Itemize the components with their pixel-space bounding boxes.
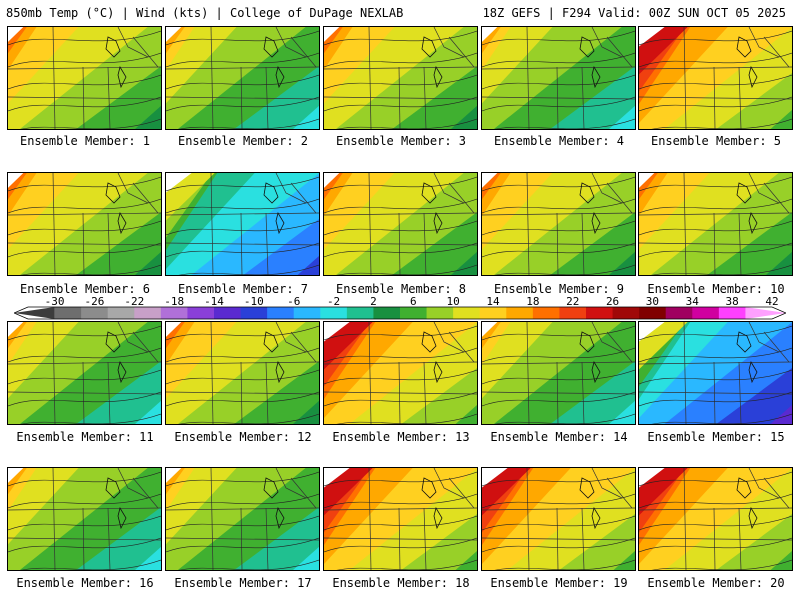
colorbar-swatch xyxy=(293,307,321,319)
ensemble-member-18-map xyxy=(323,467,478,571)
header-title: 850mb Temp (°C) | Wind (kts) | College o… xyxy=(6,6,404,20)
temperature-colorbar xyxy=(14,306,786,320)
colorbar-swatch xyxy=(267,307,295,319)
colorbar-swatch xyxy=(639,307,667,319)
ensemble-member-11-map xyxy=(7,321,162,425)
colorbar-swatch xyxy=(718,307,746,319)
colorbar-tick-label: 22 xyxy=(566,295,580,308)
ensemble-member-14-caption: Ensemble Member: 14 xyxy=(490,430,628,444)
colorbar-tick-label: 34 xyxy=(685,295,699,308)
colorbar-tick-label: 30 xyxy=(645,295,660,308)
colorbar-tick-label: -6 xyxy=(287,295,301,308)
colorbar-tick-label: -14 xyxy=(204,295,224,308)
colorbar-swatch xyxy=(692,307,720,319)
colorbar-tick-label: 10 xyxy=(446,295,460,308)
colorbar-tick-label: 18 xyxy=(526,295,540,308)
colorbar-swatch xyxy=(745,307,786,319)
ensemble-member-3-map xyxy=(323,26,478,130)
ensemble-member-12-map xyxy=(165,321,320,425)
ensemble-member-2-map xyxy=(165,26,320,130)
ensemble-member-5-map xyxy=(638,26,793,130)
colorbar-swatch xyxy=(346,307,374,319)
colorbar-swatch xyxy=(107,307,135,319)
ensemble-member-14-map xyxy=(481,321,636,425)
colorbar-swatch xyxy=(134,307,162,319)
ensemble-member-18-caption: Ensemble Member: 18 xyxy=(332,576,470,590)
ensemble-member-9-map xyxy=(481,172,636,276)
ensemble-member-9-caption: Ensemble Member: 9 xyxy=(493,282,625,296)
colorbar-swatch xyxy=(81,307,109,319)
colorbar-swatch xyxy=(54,307,82,319)
ensemble-member-15-map xyxy=(638,321,793,425)
ensemble-member-1-map xyxy=(7,26,162,130)
ensemble-member-10-caption: Ensemble Member: 10 xyxy=(647,282,785,296)
colorbar-swatch xyxy=(586,307,614,319)
colorbar-swatch xyxy=(14,307,55,319)
ensemble-member-17-caption: Ensemble Member: 17 xyxy=(174,576,312,590)
ensemble-member-7-caption: Ensemble Member: 7 xyxy=(177,282,309,296)
ensemble-member-15-caption: Ensemble Member: 15 xyxy=(647,430,785,444)
colorbar-tick-label: 14 xyxy=(486,295,500,308)
colorbar-swatch xyxy=(665,307,693,319)
ensemble-member-13-map xyxy=(323,321,478,425)
ensemble-member-6-map xyxy=(7,172,162,276)
colorbar-swatch xyxy=(240,307,268,319)
header-run-info: 18Z GEFS | F294 Valid: 00Z SUN OCT 05 20… xyxy=(482,6,786,20)
colorbar-swatch xyxy=(160,307,188,319)
colorbar-swatch xyxy=(506,307,534,319)
colorbar-swatch xyxy=(320,307,348,319)
ensemble-member-12-caption: Ensemble Member: 12 xyxy=(174,430,312,444)
ensemble-member-7-map xyxy=(165,172,320,276)
colorbar-swatch xyxy=(532,307,560,319)
ensemble-member-19-map xyxy=(481,467,636,571)
ensemble-member-1-caption: Ensemble Member: 1 xyxy=(19,134,151,148)
colorbar-tick-label: 38 xyxy=(725,295,739,308)
ensemble-member-6-caption: Ensemble Member: 6 xyxy=(19,282,151,296)
ensemble-member-16-caption: Ensemble Member: 16 xyxy=(16,576,154,590)
colorbar-swatch xyxy=(479,307,507,319)
ensemble-member-16-map xyxy=(7,467,162,571)
colorbar-swatch xyxy=(612,307,640,319)
colorbar-swatch xyxy=(373,307,401,319)
colorbar-tick-label: 6 xyxy=(409,295,417,308)
colorbar-tick-label: -26 xyxy=(84,295,105,308)
colorbar-tick-label: -30 xyxy=(44,295,65,308)
ensemble-member-5-caption: Ensemble Member: 5 xyxy=(650,134,782,148)
colorbar-swatch xyxy=(453,307,481,319)
ensemble-member-3-caption: Ensemble Member: 3 xyxy=(335,134,467,148)
ensemble-member-20-caption: Ensemble Member: 20 xyxy=(647,576,785,590)
colorbar-swatch xyxy=(400,307,428,319)
ensemble-member-2-caption: Ensemble Member: 2 xyxy=(177,134,309,148)
ensemble-member-4-caption: Ensemble Member: 4 xyxy=(493,134,625,148)
ensemble-member-19-caption: Ensemble Member: 19 xyxy=(490,576,628,590)
colorbar-swatch xyxy=(187,307,215,319)
ensemble-member-10-map xyxy=(638,172,793,276)
colorbar-tick-label: 2 xyxy=(370,295,377,308)
colorbar-tick-label: -10 xyxy=(243,295,264,308)
ensemble-member-8-caption: Ensemble Member: 8 xyxy=(335,282,467,296)
colorbar-tick-label: 26 xyxy=(605,295,620,308)
colorbar-swatch xyxy=(214,307,242,319)
colorbar-swatch xyxy=(559,307,587,319)
ensemble-member-20-map xyxy=(638,467,793,571)
colorbar-swatch xyxy=(426,307,454,319)
ensemble-member-4-map xyxy=(481,26,636,130)
colorbar-tick-label: -2 xyxy=(326,295,341,308)
colorbar-tick-label: -22 xyxy=(124,295,145,308)
colorbar-tick-label: -18 xyxy=(164,295,185,308)
ensemble-member-11-caption: Ensemble Member: 11 xyxy=(16,430,154,444)
ensemble-member-17-map xyxy=(165,467,320,571)
colorbar-tick-label: 42 xyxy=(765,295,779,308)
ensemble-member-13-caption: Ensemble Member: 13 xyxy=(332,430,470,444)
ensemble-member-8-map xyxy=(323,172,478,276)
